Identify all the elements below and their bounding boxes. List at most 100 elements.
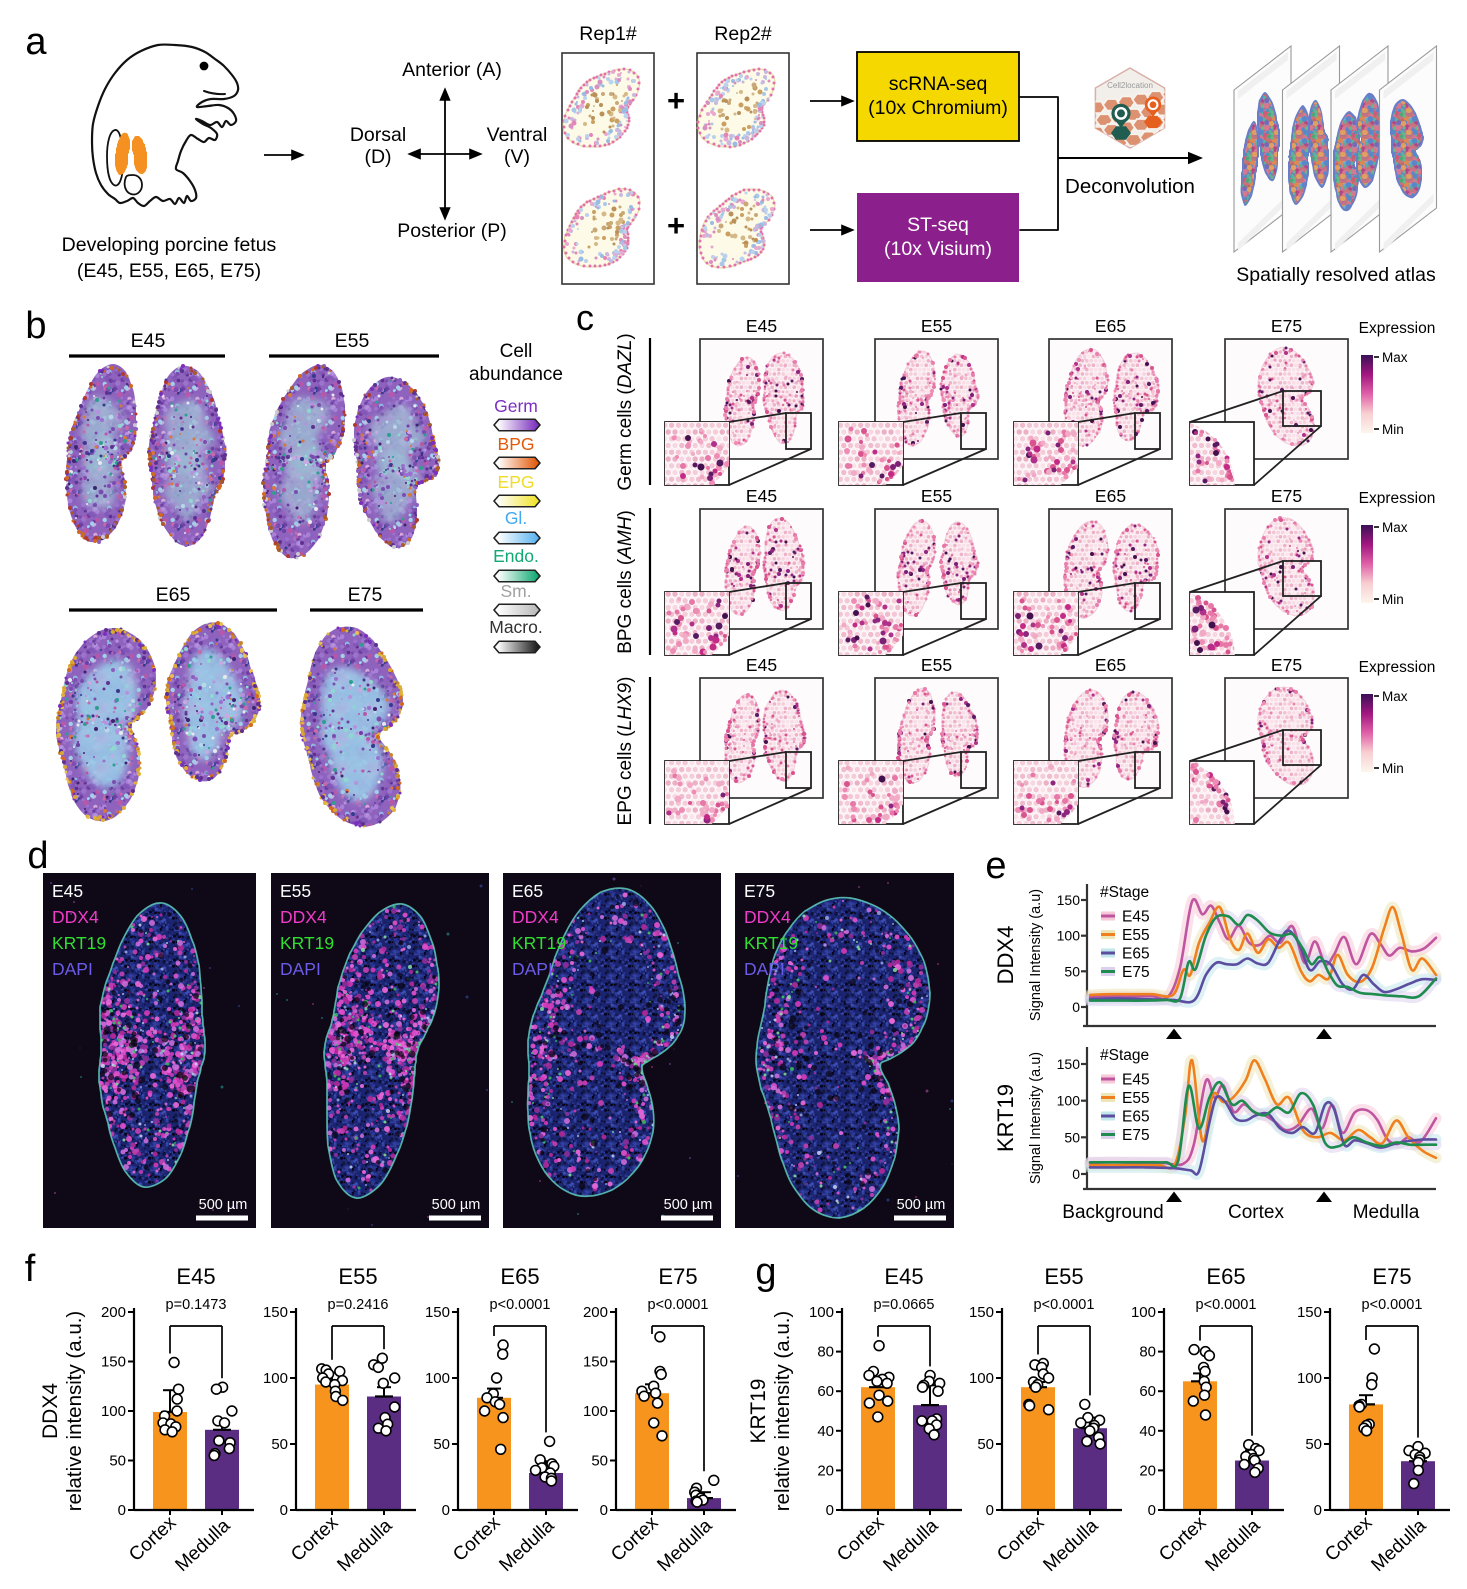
svg-text:E45: E45 <box>52 881 83 901</box>
svg-text:E65: E65 <box>500 1264 539 1289</box>
svg-text:(V): (V) <box>504 146 530 168</box>
svg-text:E65: E65 <box>512 881 543 901</box>
svg-text:Signal Intensity (a.u): Signal Intensity (a.u) <box>1028 1052 1044 1184</box>
svg-text:Dorsal: Dorsal <box>350 124 406 146</box>
svg-text:E75: E75 <box>1271 316 1302 336</box>
svg-text:Posterior (P): Posterior (P) <box>397 220 506 242</box>
svg-text:Expression: Expression <box>1359 320 1436 337</box>
svg-text:DAPI: DAPI <box>280 959 321 979</box>
svg-text:(10x Chromium): (10x Chromium) <box>868 97 1008 119</box>
svg-text:DAPI: DAPI <box>744 959 785 979</box>
svg-text:Endo.: Endo. <box>493 546 539 566</box>
svg-text:Max: Max <box>1382 689 1408 704</box>
svg-text:0: 0 <box>600 1502 608 1519</box>
svg-text:Expression: Expression <box>1359 490 1436 507</box>
svg-text:0: 0 <box>1148 1502 1156 1519</box>
svg-text:Macro.: Macro. <box>489 617 542 637</box>
svg-text:E45: E45 <box>176 1264 215 1289</box>
svg-text:e: e <box>985 845 1006 887</box>
svg-text:Min: Min <box>1382 592 1404 607</box>
svg-text:100: 100 <box>101 1403 126 1420</box>
svg-text:20: 20 <box>1139 1462 1156 1479</box>
svg-text:p<0.0001: p<0.0001 <box>648 1297 709 1313</box>
svg-text:BPG: BPG <box>498 434 535 454</box>
svg-text:50: 50 <box>433 1436 450 1453</box>
svg-text:abundance: abundance <box>469 364 563 385</box>
svg-text:Cell2location: Cell2location <box>1107 81 1153 90</box>
svg-text:relative intensity (a.u.): relative intensity (a.u.) <box>63 1311 86 1512</box>
svg-text:100: 100 <box>969 1370 994 1387</box>
svg-text:Sm.: Sm. <box>500 581 531 601</box>
svg-text:E55: E55 <box>1044 1264 1083 1289</box>
svg-text:100: 100 <box>1057 1093 1081 1109</box>
svg-text:relative intensity (a.u.): relative intensity (a.u.) <box>771 1311 794 1512</box>
svg-text:100: 100 <box>583 1403 608 1420</box>
svg-text:E55: E55 <box>280 881 311 901</box>
svg-text:E45: E45 <box>884 1264 923 1289</box>
svg-text:E55: E55 <box>1122 927 1150 944</box>
svg-text:p<0.0001: p<0.0001 <box>1034 1297 1095 1313</box>
svg-text:E65: E65 <box>156 584 191 606</box>
svg-text:Rep2#: Rep2# <box>714 23 772 45</box>
svg-text:0: 0 <box>826 1502 834 1519</box>
svg-text:500 µm: 500 µm <box>664 1197 713 1213</box>
svg-text:+: + <box>667 83 685 118</box>
svg-text:E65: E65 <box>1122 946 1150 963</box>
svg-text:Background: Background <box>1062 1202 1163 1223</box>
svg-text:Developing porcine fetus: Developing porcine fetus <box>62 234 277 256</box>
svg-text:E75: E75 <box>1271 486 1302 506</box>
svg-text:g: g <box>755 1251 776 1293</box>
svg-text:50: 50 <box>1305 1436 1322 1453</box>
svg-text:KRT19: KRT19 <box>512 933 566 953</box>
svg-text:50: 50 <box>109 1453 126 1470</box>
svg-text:KRT19: KRT19 <box>747 1379 770 1444</box>
svg-text:a: a <box>25 21 47 63</box>
svg-text:50: 50 <box>1064 1129 1080 1145</box>
svg-text:(10x Visium): (10x Visium) <box>884 238 992 260</box>
svg-text:0: 0 <box>986 1502 994 1519</box>
svg-text:60: 60 <box>817 1383 834 1400</box>
svg-text:KRT19: KRT19 <box>280 933 334 953</box>
svg-text:E65: E65 <box>1095 316 1126 336</box>
svg-text:0: 0 <box>280 1502 288 1519</box>
svg-text:Cell: Cell <box>500 341 533 362</box>
svg-text:DDX4: DDX4 <box>993 926 1018 985</box>
svg-text:20: 20 <box>817 1462 834 1479</box>
svg-text:BPG cells (AMH): BPG cells (AMH) <box>615 510 636 654</box>
svg-text:50: 50 <box>1064 963 1080 979</box>
svg-text:0: 0 <box>118 1502 126 1519</box>
svg-text:Ventral: Ventral <box>487 124 548 146</box>
svg-text:Medulla: Medulla <box>1353 1202 1420 1223</box>
svg-text:Expression: Expression <box>1359 659 1436 676</box>
svg-text:E55: E55 <box>921 486 952 506</box>
svg-text:E55: E55 <box>338 1264 377 1289</box>
svg-text:500 µm: 500 µm <box>897 1197 946 1213</box>
svg-text:p<0.0001: p<0.0001 <box>1362 1297 1423 1313</box>
svg-text:E45: E45 <box>1122 1072 1150 1089</box>
svg-text:150: 150 <box>425 1304 450 1321</box>
svg-text:scRNA-seq: scRNA-seq <box>889 73 988 95</box>
svg-text:E55: E55 <box>921 316 952 336</box>
svg-text:Deconvolution: Deconvolution <box>1065 175 1195 198</box>
svg-text:DDX4: DDX4 <box>744 907 791 927</box>
svg-text:Anterior (A): Anterior (A) <box>402 59 502 81</box>
svg-text:500 µm: 500 µm <box>199 1197 248 1213</box>
svg-text:ST-seq: ST-seq <box>907 214 969 236</box>
svg-text:Max: Max <box>1382 520 1408 535</box>
svg-text:DAPI: DAPI <box>512 959 553 979</box>
svg-text:150: 150 <box>969 1304 994 1321</box>
svg-text:E55: E55 <box>1122 1090 1150 1107</box>
svg-text:(D): (D) <box>364 146 391 168</box>
svg-text:DAPI: DAPI <box>52 959 93 979</box>
svg-text:40: 40 <box>1139 1423 1156 1440</box>
svg-text:200: 200 <box>583 1304 608 1321</box>
svg-text:Germ: Germ <box>494 396 538 416</box>
svg-text:DDX4: DDX4 <box>39 1383 62 1439</box>
svg-text:0: 0 <box>1072 999 1080 1015</box>
svg-text:DDX4: DDX4 <box>52 907 99 927</box>
svg-text:Min: Min <box>1382 761 1404 776</box>
svg-text:40: 40 <box>817 1423 834 1440</box>
svg-text:Spatially resolved atlas: Spatially resolved atlas <box>1236 264 1436 286</box>
svg-text:KRT19: KRT19 <box>993 1084 1018 1152</box>
svg-text:DDX4: DDX4 <box>280 907 327 927</box>
